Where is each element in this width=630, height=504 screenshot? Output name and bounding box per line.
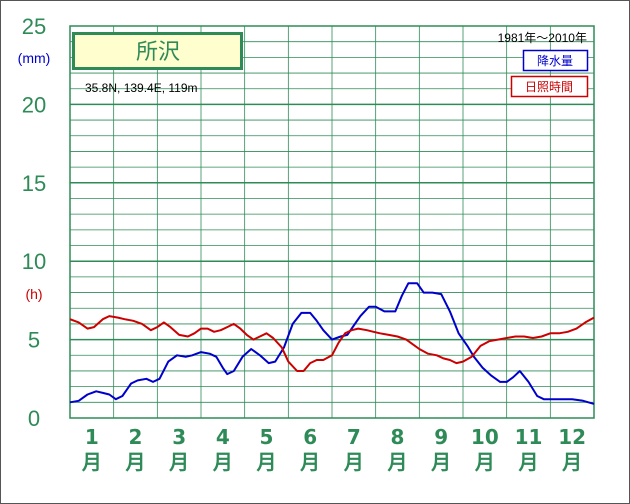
y-tick-label: 15 bbox=[22, 171, 46, 196]
month-number-label: 6 bbox=[303, 425, 317, 449]
y-tick-label: 20 bbox=[22, 92, 46, 117]
y-tick-label: 5 bbox=[28, 328, 40, 353]
month-number-label: 12 bbox=[558, 425, 586, 449]
month-number-label: 1 bbox=[85, 425, 99, 449]
month-suffix-label: 月 bbox=[518, 450, 539, 474]
legend: 降水量 日照時間 bbox=[510, 49, 589, 98]
y-tick-label: 0 bbox=[28, 406, 40, 431]
legend-sunshine-label: 日照時間 bbox=[525, 80, 573, 94]
location-info: 35.8N, 139.4E, 119m bbox=[85, 81, 198, 95]
month-number-label: 8 bbox=[391, 425, 405, 449]
title-box: 所沢 bbox=[72, 32, 243, 70]
series-lines bbox=[69, 282, 595, 405]
sunshine-line bbox=[69, 315, 595, 372]
legend-precip-label: 降水量 bbox=[537, 54, 573, 68]
month-suffix-label: 月 bbox=[343, 450, 364, 474]
month-number-label: 2 bbox=[129, 425, 143, 449]
title-box-frame bbox=[72, 32, 243, 70]
month-number-label: 10 bbox=[471, 425, 499, 449]
y-axis-ticks: 0 5 10 15 20 25 bbox=[22, 14, 46, 431]
month-suffix-label: 月 bbox=[474, 450, 495, 474]
legend-sunshine-box bbox=[510, 75, 589, 98]
month-suffix-label: 月 bbox=[299, 450, 320, 474]
period-label: 1981年〜2010年 bbox=[498, 31, 587, 45]
sunshine-unit-label: (h) bbox=[25, 286, 42, 302]
month-number-label: 3 bbox=[172, 425, 186, 449]
chart-title: 所沢 bbox=[136, 40, 180, 65]
y-tick-label: 10 bbox=[22, 249, 46, 274]
month-suffix-label: 月 bbox=[168, 450, 189, 474]
month-number-label: 11 bbox=[515, 425, 543, 449]
month-suffix-label: 月 bbox=[387, 450, 408, 474]
precip-unit-label: (mm) bbox=[18, 50, 51, 66]
month-suffix-label: 月 bbox=[125, 450, 146, 474]
month-suffix-label: 月 bbox=[561, 450, 582, 474]
legend-precip-box bbox=[522, 49, 589, 72]
month-suffix-label: 月 bbox=[430, 450, 451, 474]
month-suffix-label: 月 bbox=[81, 450, 102, 474]
month-number-label: 5 bbox=[260, 425, 274, 449]
month-number-label: 7 bbox=[347, 425, 361, 449]
month-number-label: 9 bbox=[434, 425, 448, 449]
month-suffix-label: 月 bbox=[256, 450, 277, 474]
month-number-label: 4 bbox=[216, 425, 230, 449]
month-suffix-label: 月 bbox=[212, 450, 233, 474]
precipitation-line bbox=[69, 282, 595, 405]
y-tick-label: 25 bbox=[22, 14, 46, 39]
